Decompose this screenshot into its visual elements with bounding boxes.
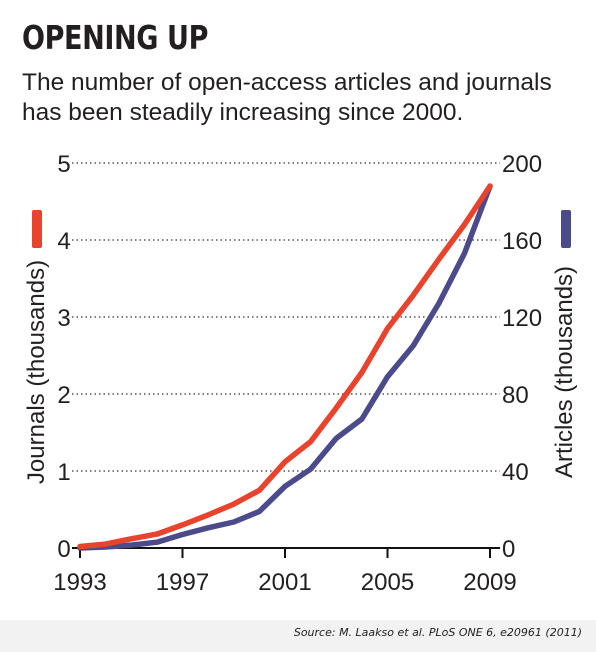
articles-color-key (561, 210, 571, 248)
journals-color-key (32, 210, 42, 248)
right-tick-label: 0 (502, 536, 515, 563)
left-tick-label: 3 (57, 305, 70, 332)
right-tick-label: 200 (502, 151, 542, 178)
x-tick-label: 2001 (258, 569, 311, 596)
source-credit: Source: M. Laakso et al. PLoS ONE 6, e20… (293, 626, 582, 639)
right-tick-label: 120 (502, 305, 542, 332)
x-tick-label: 1997 (156, 569, 209, 596)
left-tick-label: 1 (57, 459, 70, 486)
journals-line (77, 183, 493, 550)
left-axis-label: Journals (thousands) (23, 260, 50, 484)
subtitle-line-2: has been steadily increasing since 2000. (22, 99, 464, 126)
right-tick-label: 160 (502, 228, 542, 255)
x-tick-label: 2005 (361, 569, 414, 596)
right-tick-label: 80 (502, 382, 529, 409)
subtitle-line-1: The number of open-access articles and j… (22, 69, 552, 96)
left-tick-label: 5 (57, 151, 70, 178)
articles-line (77, 183, 493, 551)
chart-title: OPENING UP (22, 18, 209, 57)
left-tick-label: 4 (57, 228, 70, 255)
x-tick-label: 2009 (463, 569, 516, 596)
chart-subtitle: The number of open-access articles and j… (22, 68, 582, 128)
left-tick-label: 0 (57, 536, 70, 563)
right-axis-label: Articles (thousands) (551, 266, 578, 478)
right-tick-label: 40 (502, 459, 529, 486)
figure: OPENING UP The number of open-access art… (0, 0, 596, 620)
x-tick-label: 1993 (53, 569, 106, 596)
left-tick-label: 2 (57, 382, 70, 409)
line-chart: 0 1 2 3 4 5 0 40 80 120 160 200 1993 1997 2001 2005 2009… (23, 151, 578, 596)
